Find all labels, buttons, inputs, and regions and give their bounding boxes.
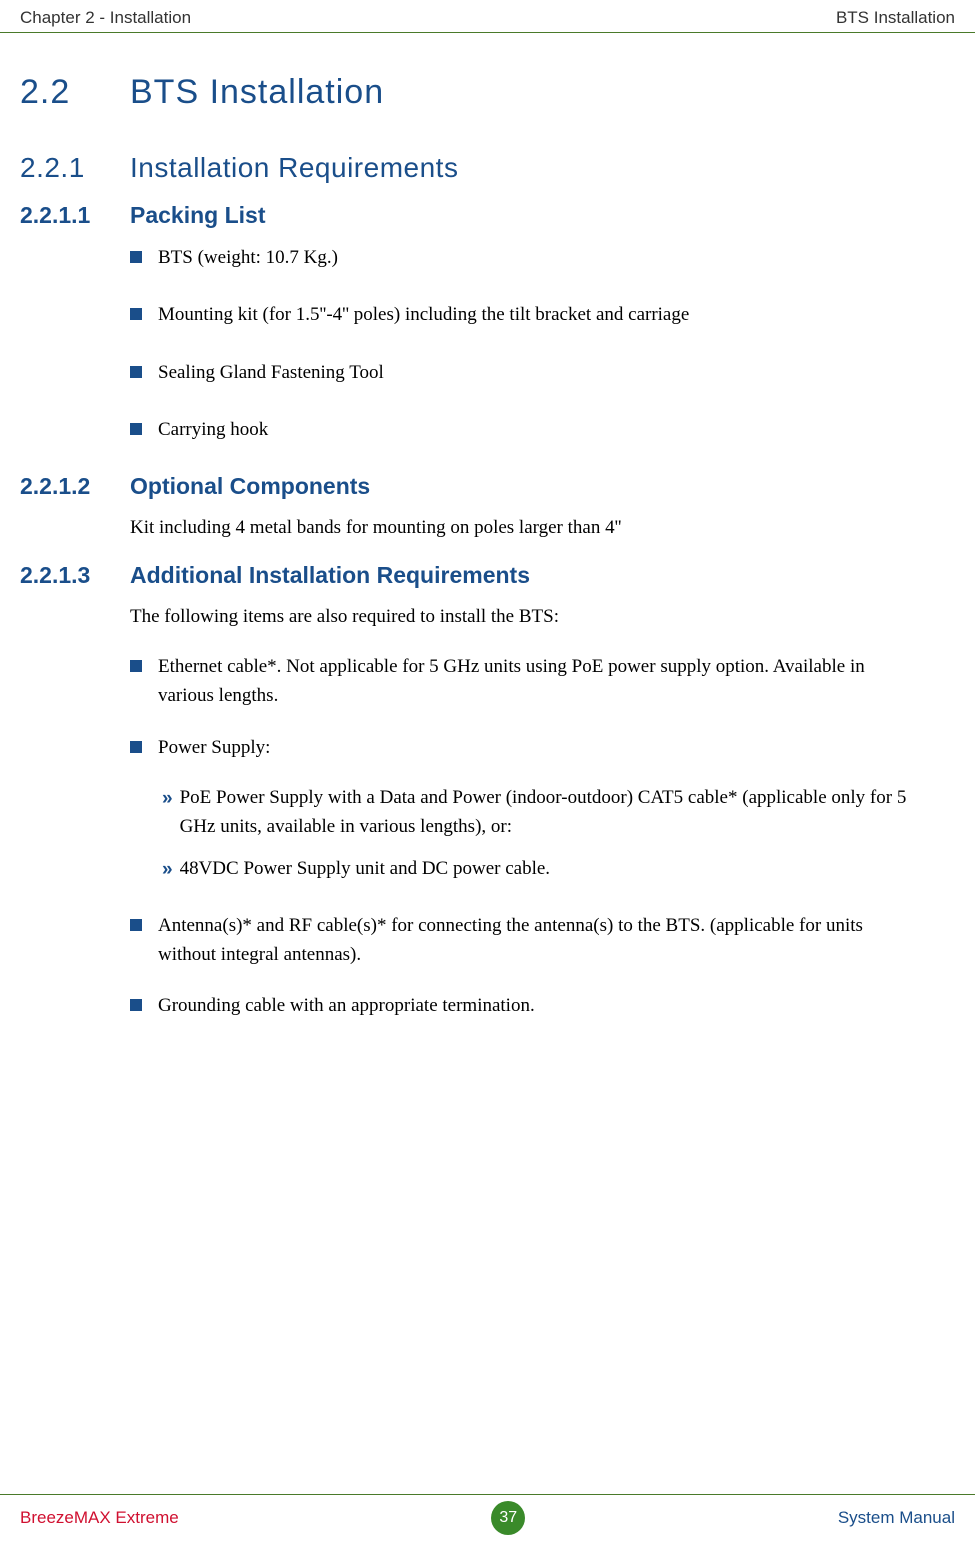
heading-3-optional: 2.2.1.2 Optional Components	[20, 473, 915, 500]
list-item: Ethernet cable*. Not applicable for 5 GH…	[130, 652, 915, 711]
list-item-text: Mounting kit (for 1.5''-4'' poles) inclu…	[158, 300, 915, 329]
page-number-badge: 37	[491, 1501, 525, 1535]
list-item: Antenna(s)* and RF cable(s)* for connect…	[130, 911, 915, 970]
square-bullet-icon	[130, 423, 142, 435]
square-bullet-icon	[130, 741, 142, 753]
square-bullet-icon	[130, 660, 142, 672]
list-item-text: Carrying hook	[158, 415, 915, 444]
list-item-text: Ethernet cable*. Not applicable for 5 GH…	[158, 652, 915, 711]
chevron-bullet-icon: »	[162, 785, 170, 814]
chevron-bullet-icon: »	[162, 856, 170, 885]
heading-3-title: Packing List	[130, 202, 265, 229]
sub-list-item-text: PoE Power Supply with a Data and Power (…	[180, 784, 915, 841]
header-right: BTS Installation	[836, 8, 955, 28]
additional-body: The following items are also required to…	[130, 603, 915, 1021]
list-item-text: Sealing Gland Fastening Tool	[158, 358, 915, 387]
footer-left: BreezeMAX Extreme	[20, 1508, 179, 1528]
header-left: Chapter 2 - Installation	[20, 8, 191, 28]
heading-1-title: BTS Installation	[130, 73, 384, 112]
heading-3-packing: 2.2.1.1 Packing List	[20, 202, 915, 229]
square-bullet-icon	[130, 999, 142, 1011]
heading-2: 2.2.1 Installation Requirements	[20, 152, 915, 184]
heading-1: 2.2 BTS Installation	[20, 73, 915, 112]
heading-3-number: 2.2.1.3	[20, 562, 130, 589]
list-item: Sealing Gland Fastening Tool	[130, 358, 915, 387]
page-footer: BreezeMAX Extreme 37 System Manual	[0, 1494, 975, 1545]
square-bullet-icon	[130, 308, 142, 320]
heading-3-additional: 2.2.1.3 Additional Installation Requirem…	[20, 562, 915, 589]
paragraph: The following items are also required to…	[130, 603, 915, 632]
list-item: Carrying hook	[130, 415, 915, 444]
list-item: Mounting kit (for 1.5''-4'' poles) inclu…	[130, 300, 915, 329]
heading-3-title: Optional Components	[130, 473, 370, 500]
list-item-text: Antenna(s)* and RF cable(s)* for connect…	[158, 911, 915, 970]
sub-list-item-text: 48VDC Power Supply unit and DC power cab…	[180, 855, 915, 884]
optional-body: Kit including 4 metal bands for mounting…	[130, 514, 915, 543]
heading-2-number: 2.2.1	[20, 152, 130, 184]
page-content: 2.2 BTS Installation 2.2.1 Installation …	[0, 33, 975, 1063]
heading-3-number: 2.2.1.2	[20, 473, 130, 500]
packing-list: BTS (weight: 10.7 Kg.) Mounting kit (for…	[130, 243, 915, 445]
heading-1-number: 2.2	[20, 73, 130, 112]
list-item: Power Supply:	[130, 733, 915, 762]
list-item: Grounding cable with an appropriate term…	[130, 991, 915, 1020]
footer-right: System Manual	[838, 1508, 955, 1528]
heading-2-title: Installation Requirements	[130, 152, 458, 184]
paragraph: Kit including 4 metal bands for mounting…	[130, 514, 915, 543]
heading-3-title: Additional Installation Requirements	[130, 562, 530, 589]
square-bullet-icon	[130, 366, 142, 378]
list-item-text: Grounding cable with an appropriate term…	[158, 991, 915, 1020]
list-item: BTS (weight: 10.7 Kg.)	[130, 243, 915, 272]
list-item-text: BTS (weight: 10.7 Kg.)	[158, 243, 915, 272]
square-bullet-icon	[130, 919, 142, 931]
sub-list-item: » 48VDC Power Supply unit and DC power c…	[162, 855, 915, 885]
square-bullet-icon	[130, 251, 142, 263]
sub-list-item: » PoE Power Supply with a Data and Power…	[162, 784, 915, 841]
heading-3-number: 2.2.1.1	[20, 202, 130, 229]
page-header: Chapter 2 - Installation BTS Installatio…	[0, 0, 975, 33]
list-item-text: Power Supply:	[158, 733, 915, 762]
